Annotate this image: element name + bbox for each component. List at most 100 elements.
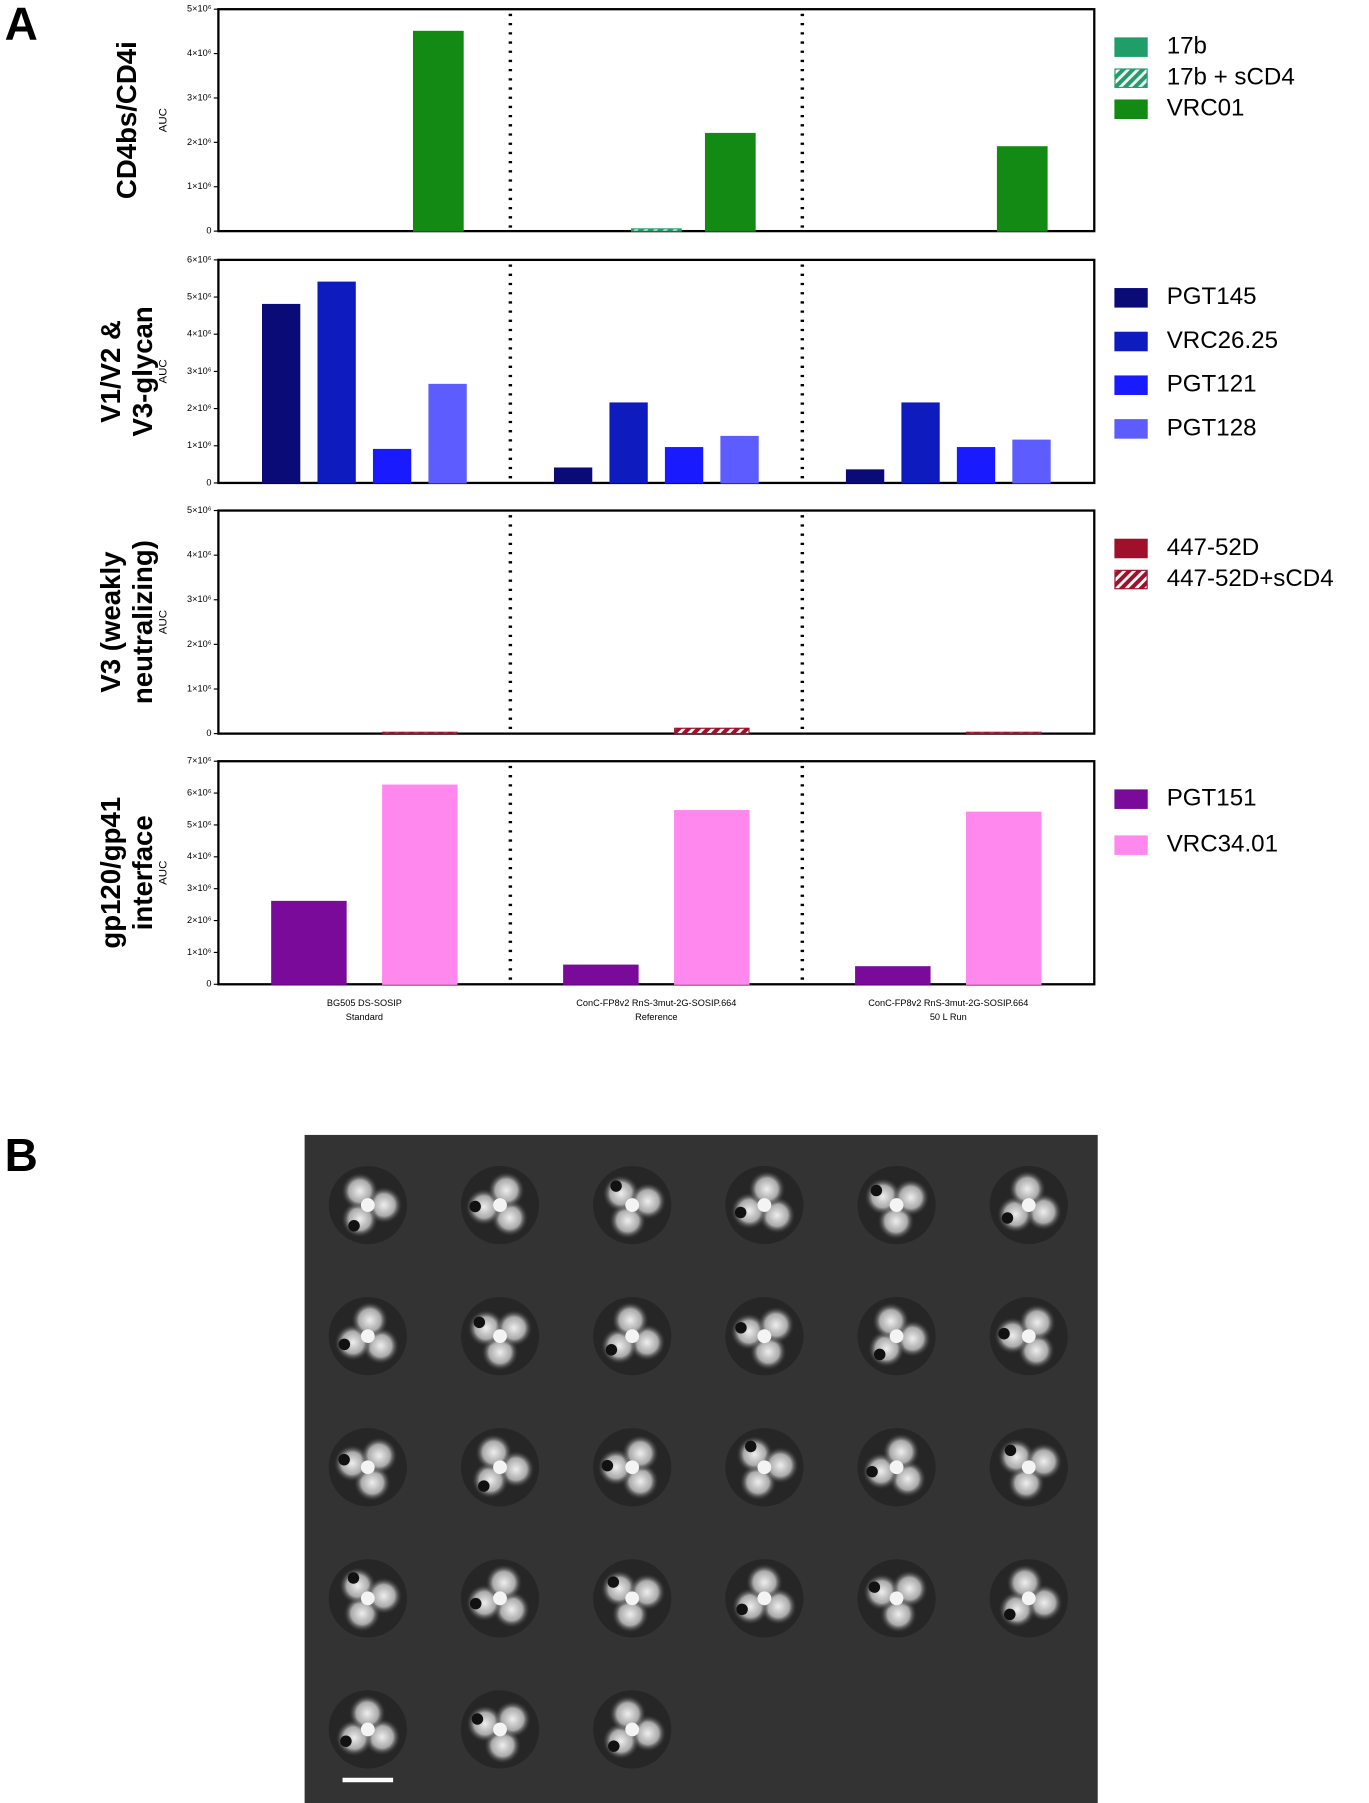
class-average <box>857 1297 936 1376</box>
y-tick-label: 4×10⁶ <box>187 48 212 58</box>
lobe <box>351 1301 389 1339</box>
lobe <box>609 1695 647 1733</box>
core <box>889 1460 904 1475</box>
lobe <box>611 1301 649 1339</box>
class-average <box>460 1559 540 1638</box>
shadow <box>607 1576 620 1588</box>
group-title: neutralizing) <box>127 540 158 704</box>
y-tick-label: 4×10⁶ <box>187 550 212 560</box>
bar <box>317 281 356 484</box>
bar <box>382 784 458 985</box>
micrograph <box>304 1134 1098 1803</box>
legend-swatch <box>1114 331 1148 352</box>
y-tick-label: 1×10⁶ <box>187 683 212 693</box>
lobe <box>748 1170 786 1208</box>
legend-swatch <box>1114 99 1148 120</box>
shadow <box>1004 1608 1016 1621</box>
bar <box>630 228 682 232</box>
y-tick-label: 3×10⁶ <box>187 594 212 604</box>
bar <box>664 447 704 484</box>
class-average <box>593 1559 672 1638</box>
y-tick-label: 0 <box>206 728 211 738</box>
lobe <box>761 1446 799 1484</box>
class-average <box>460 1165 540 1245</box>
legend-swatch <box>1114 375 1148 395</box>
legend-label: 17b <box>1167 33 1207 60</box>
group-title: V3 (weakly <box>95 551 126 693</box>
shadow <box>868 1581 881 1593</box>
core <box>757 1329 772 1344</box>
shadow <box>873 1348 886 1361</box>
bar <box>553 467 593 484</box>
class-average <box>460 1297 540 1376</box>
shadow <box>338 1338 351 1351</box>
core <box>493 1460 507 1475</box>
shadow <box>610 1180 622 1192</box>
y-axis-label: AUC <box>157 861 169 885</box>
class-average <box>328 1690 407 1769</box>
class-average <box>593 1297 672 1376</box>
y-tick-label: 6×10⁶ <box>187 788 212 798</box>
bar <box>563 964 639 985</box>
legend-label: VRC01 <box>1167 95 1245 122</box>
shadow <box>744 1440 757 1453</box>
shadow <box>338 1453 350 1466</box>
y-tick-label: 4×10⁶ <box>187 851 212 861</box>
legend-swatch <box>1114 835 1148 855</box>
class-average <box>328 1165 407 1245</box>
core <box>360 1329 375 1344</box>
class-average <box>725 1297 804 1376</box>
legend-swatch <box>1114 37 1148 57</box>
bar <box>674 727 750 735</box>
shadow <box>735 1322 747 1334</box>
class-averages <box>328 1165 1068 1769</box>
y-axis-label: AUC <box>157 108 169 132</box>
class-average <box>857 1559 936 1638</box>
core <box>493 1198 507 1212</box>
shadow <box>471 1713 484 1725</box>
core <box>360 1460 375 1475</box>
core <box>493 1329 507 1344</box>
y-tick-label: 2×10⁶ <box>187 403 212 413</box>
legend-label: PGT128 <box>1167 414 1257 441</box>
lobe <box>882 1433 920 1471</box>
x-tick-label: BG505 DS-SOSIP <box>327 998 402 1008</box>
legend-label: VRC26.25 <box>1167 327 1278 354</box>
core <box>625 1329 640 1344</box>
shadow <box>1001 1212 1014 1224</box>
group-title: V1/V2 & <box>95 320 126 423</box>
y-tick-label: 2×10⁶ <box>187 137 212 147</box>
shadow <box>469 1200 481 1213</box>
legend-label: 447-52D <box>1167 534 1260 561</box>
class-average <box>460 1428 540 1507</box>
bar <box>996 146 1048 232</box>
y-tick-label: 5×10⁶ <box>187 4 212 14</box>
bar <box>720 435 759 484</box>
x-tick-label: ConC-FP8v2 RnS-3mut-2G-SOSIP.664 <box>576 998 736 1008</box>
legend-label: PGT121 <box>1167 371 1257 398</box>
legend-swatch <box>1114 569 1148 590</box>
y-axis-label: AUC <box>157 359 169 383</box>
core <box>360 1722 375 1737</box>
bar <box>382 731 458 735</box>
core <box>1021 1591 1036 1606</box>
y-tick-label: 0 <box>206 979 211 989</box>
lobe <box>1006 1564 1044 1602</box>
x-tick-label: 50 L Run <box>930 1012 967 1022</box>
shadow <box>1004 1444 1017 1457</box>
y-tick-label: 3×10⁶ <box>187 883 212 893</box>
bar <box>674 810 750 985</box>
bar <box>956 447 996 484</box>
core <box>625 1460 640 1475</box>
bar <box>428 383 467 484</box>
shadow <box>469 1597 482 1610</box>
lobe <box>365 1577 403 1615</box>
lobe <box>348 1694 386 1732</box>
lobe <box>1008 1170 1046 1208</box>
bar <box>845 469 885 484</box>
class-average <box>989 1559 1068 1638</box>
bar <box>704 132 756 232</box>
y-axis-label: AUC <box>157 610 169 634</box>
class-average <box>328 1297 407 1376</box>
